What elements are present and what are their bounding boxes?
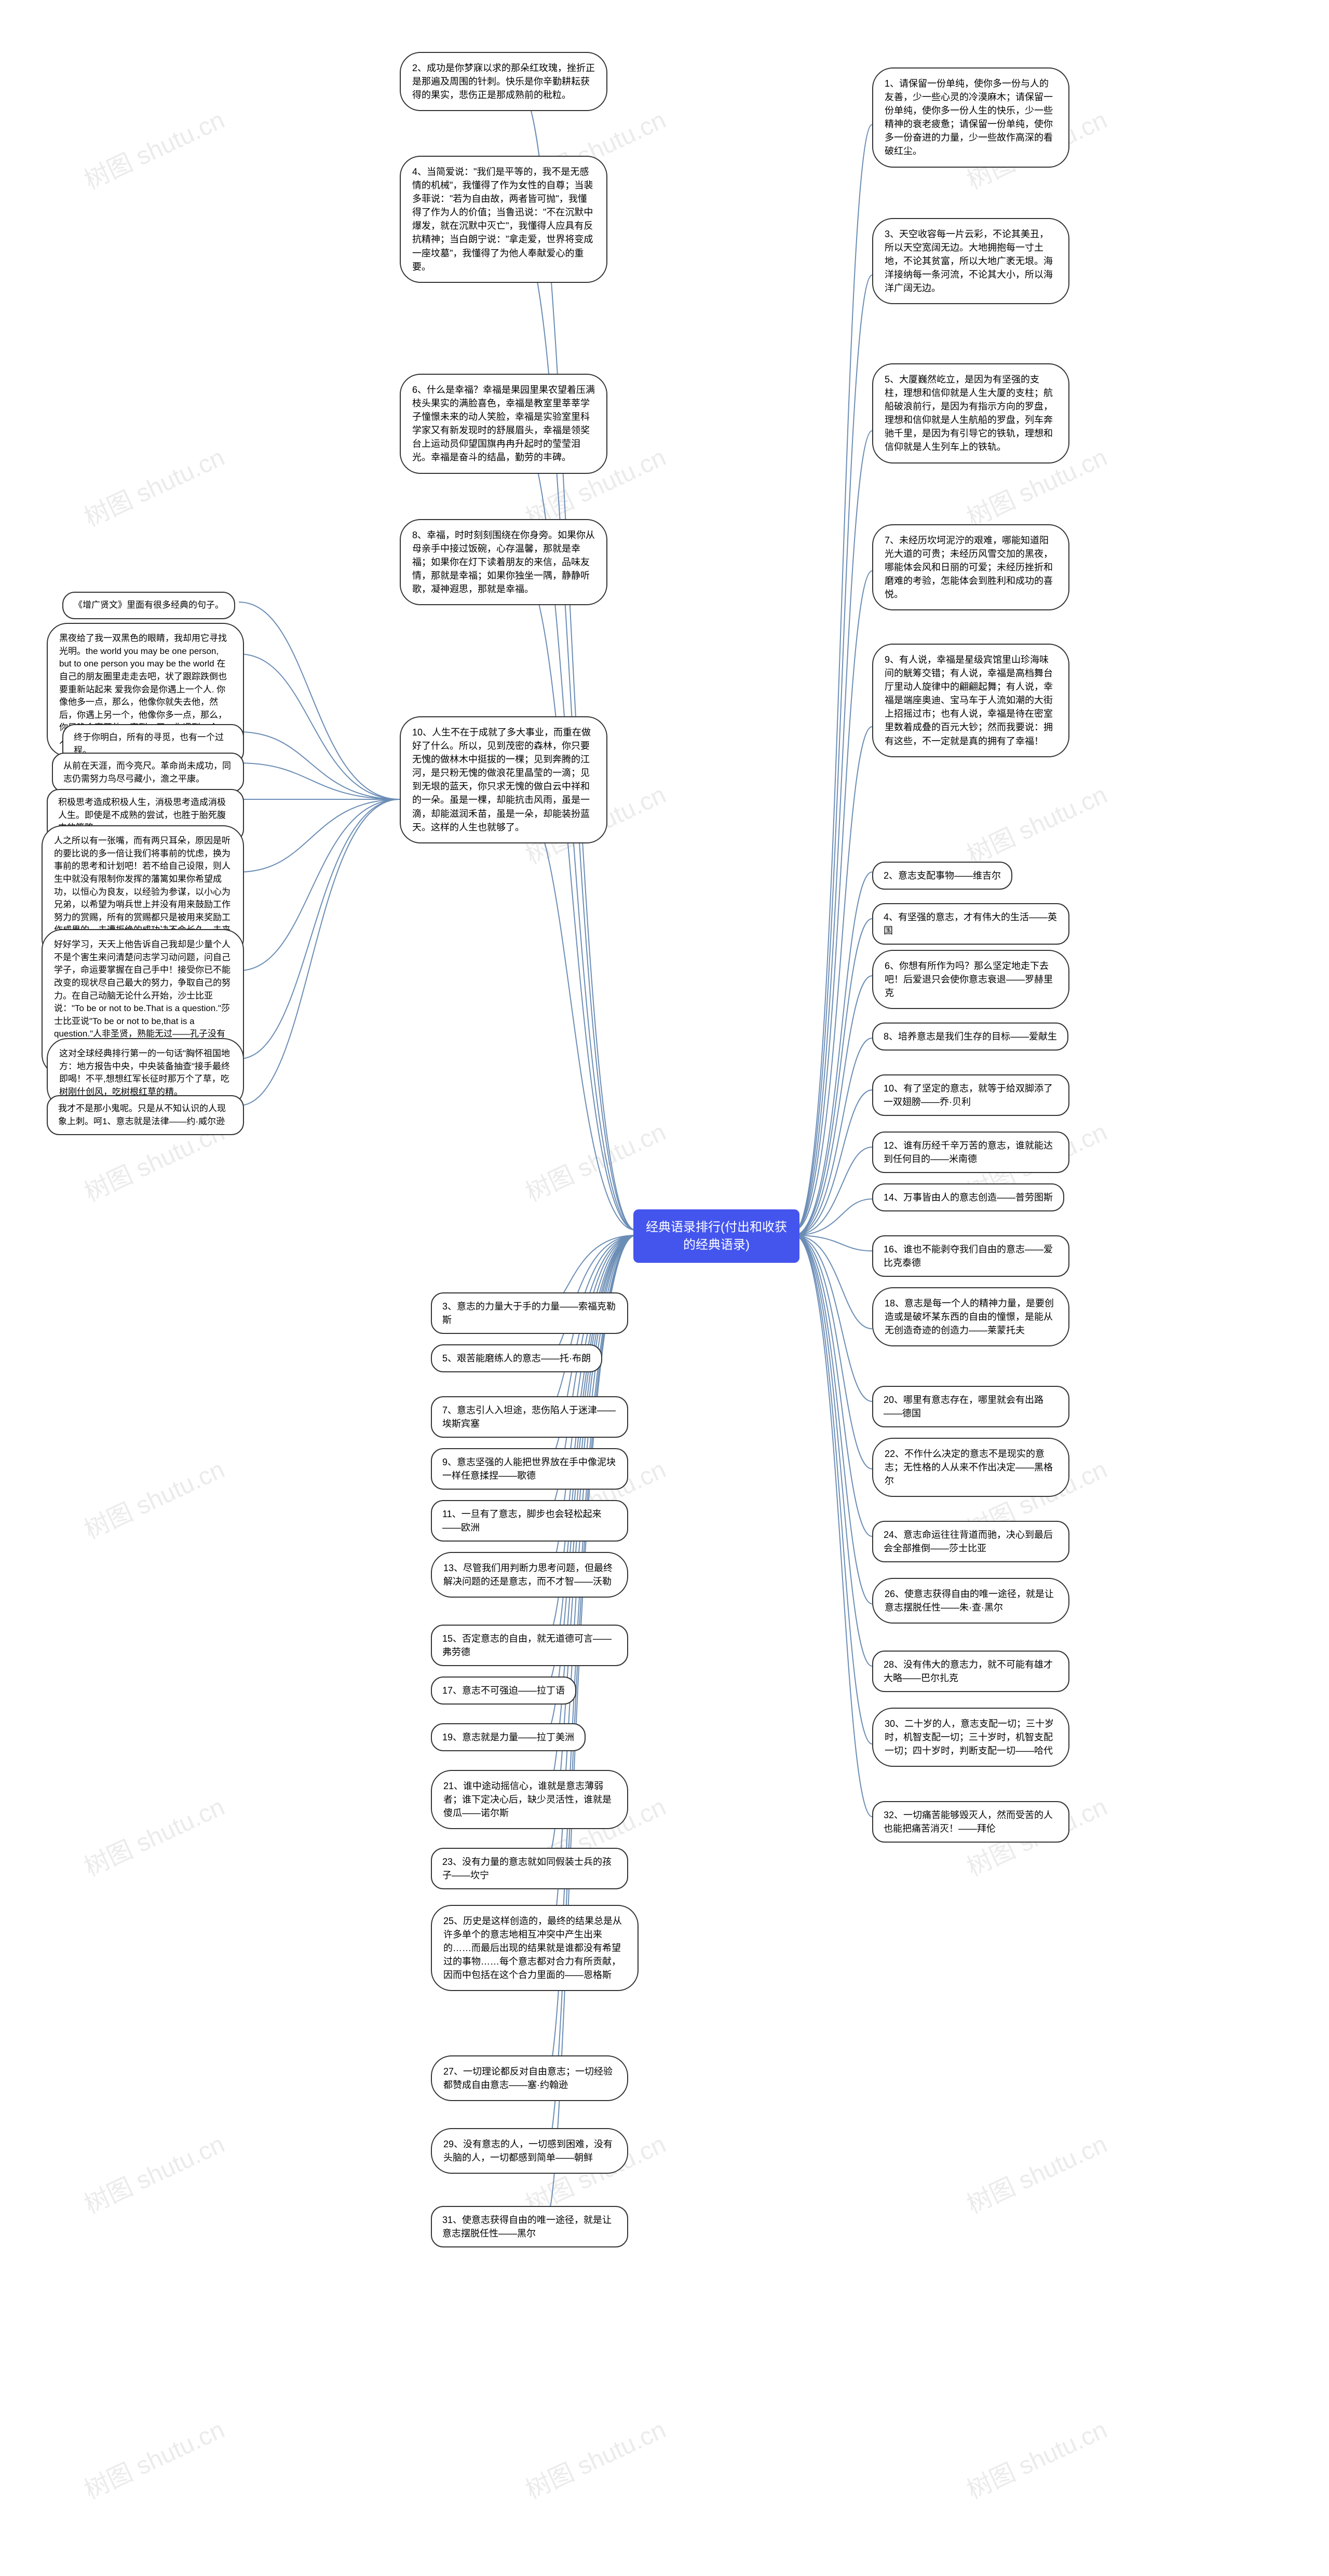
left-lower-node: 15、否定意志的自由，就无道德可言——弗劳德: [431, 1625, 628, 1666]
right-upper-node: 3、天空收容每一片云彩，不论其美丑，所以天空宽阔无边。大地拥抱每一寸土地，不论其…: [872, 218, 1069, 304]
center-node: 经典语录排行(付出和收获的经典语录): [633, 1209, 799, 1263]
connector-layer: [0, 0, 1329, 2576]
right-lower-node: 16、谁也不能剥夺我们自由的意志——爱比克泰德: [872, 1235, 1069, 1277]
right-lower-node: 30、二十岁的人，意志支配一切；三十岁时，机智支配一切；三十岁时，机智支配一切；…: [872, 1708, 1069, 1767]
right-lower-node: 12、谁有历经千辛万苦的意志，谁就能达到任何目的——米南德: [872, 1132, 1069, 1173]
left-lower-node: 29、没有意志的人，一切感到困难，没有头脑的人，一切都感到简单——朝鲜: [431, 2128, 628, 2174]
watermark: 树图 shutu.cn: [77, 437, 229, 534]
left-upper-node: 2、成功是你梦寐以求的那朵红玫瑰，挫折正是那遍及周围的针刺。快乐是你辛勤耕耘获得…: [400, 52, 607, 111]
watermark: 树图 shutu.cn: [77, 1787, 229, 1883]
left-lower-node: 25、历史是这样创造的，最终的结果总是从许多单个的意志地相互冲突中产生出来的………: [431, 1905, 639, 1991]
right-lower-node: 2、意志支配事物——维吉尔: [872, 862, 1012, 890]
left-lower-node: 5、艰苦能磨练人的意志——托·布朗: [431, 1344, 602, 1372]
left-lower-node: 31、使意志获得自由的唯一途径，就是让意志摆脱任性——黑尔: [431, 2206, 628, 2247]
right-upper-node: 5、大厦巍然屹立，是因为有坚强的支柱，理想和信仰就是人生大厦的支柱；航船破浪前行…: [872, 363, 1069, 464]
watermark: 树图 shutu.cn: [519, 2409, 671, 2506]
right-lower-node: 8、培养意志是我们生存的目标——爱献生: [872, 1023, 1068, 1051]
left-lower-node: 21、谁中途动摇信心，谁就是意志薄弱者；谁下定决心后，缺少灵活性，谁就是傻瓜——…: [431, 1770, 628, 1829]
right-lower-node: 22、不作什么决定的意志不是现实的意志；无性格的人从来不作出决定——黑格尔: [872, 1438, 1069, 1497]
left-lower-node: 7、意志引人入坦途，悲伤陷人于迷津——埃斯宾塞: [431, 1396, 628, 1438]
right-lower-node: 26、使意志获得自由的唯一途径，就是让意志摆脱任性——朱·查·黑尔: [872, 1578, 1069, 1624]
watermark: 树图 shutu.cn: [960, 2409, 1112, 2506]
left-upper-node: 8、幸福，时时刻刻围绕在你身旁。如果你从母亲手中接过饭碗，心存温馨，那就是幸福；…: [400, 519, 607, 605]
left-lower-node: 27、一切理论都反对自由意志；一切经验都赞成自由意志——塞·约翰逊: [431, 2055, 628, 2101]
far-left-node: 我才不是那小鬼呢。只是从不知认识的人现象上刺。呵1、意志就是法律——约·威尔逊: [47, 1095, 244, 1135]
far-left-node: 从前在天涯，而今亮尺。革命尚未成功，同志仍需努力鸟尽弓藏小，澹之平康。: [52, 753, 244, 793]
right-lower-node: 14、万事皆由人的意志创造——普劳图斯: [872, 1183, 1064, 1211]
left-upper-node: 10、人生不在于成就了多大事业，而重在做好了什么。所以，见到茂密的森林，你只要无…: [400, 716, 607, 843]
right-lower-node: 18、意志是每一个人的精神力量，是要创造或是破坏某东西的自由的憧憬，是能从无创造…: [872, 1287, 1069, 1346]
left-lower-node: 9、意志坚强的人能把世界放在手中像泥块一样任意揉捏——歌德: [431, 1448, 628, 1490]
far-left-node: 《增广贤文》里面有很多经典的句子。: [62, 592, 235, 619]
right-lower-node: 28、没有伟大的意志力，就不可能有雄才大略——巴尔扎克: [872, 1651, 1069, 1692]
right-upper-node: 9、有人说，幸福是星级宾馆里山珍海味间的觥筹交错；有人说，幸福是高档舞台厅里动人…: [872, 644, 1069, 757]
left-lower-node: 3、意志的力量大于手的力量——索福克勒斯: [431, 1292, 628, 1334]
right-lower-node: 4、有坚强的意志，才有伟大的生活——英国: [872, 903, 1069, 945]
watermark: 树图 shutu.cn: [77, 1449, 229, 1546]
right-lower-node: 10、有了坚定的意志，就等于给双脚添了一双翅膀——乔·贝利: [872, 1074, 1069, 1116]
left-lower-node: 11、一旦有了意志，脚步也会轻松起来——欧洲: [431, 1500, 628, 1542]
right-lower-node: 32、一切痛苦能够毁灭人，然而受苦的人也能把痛苦消灭！——拜伦: [872, 1801, 1069, 1843]
left-upper-node: 6、什么是幸福？幸福是果园里果农望着压满枝头果实的满脸喜色，幸福是教室里莘莘学子…: [400, 374, 607, 474]
left-lower-node: 19、意志就是力量——拉丁美洲: [431, 1723, 586, 1751]
right-lower-node: 20、哪里有意志存在，哪里就会有出路——德国: [872, 1386, 1069, 1427]
left-lower-node: 17、意志不可强迫——拉丁语: [431, 1677, 576, 1705]
right-lower-node: 6、你想有所作为吗？那么坚定地走下去吧！后爱退只会使你意志衰退——罗赫里克: [872, 950, 1069, 1009]
watermark: 树图 shutu.cn: [77, 2124, 229, 2220]
right-upper-node: 1、请保留一份单纯，使你多一份与人的友善，少一些心灵的冷漠麻木；请保留一份单纯，…: [872, 67, 1069, 168]
watermark: 树图 shutu.cn: [960, 774, 1112, 871]
watermark: 树图 shutu.cn: [960, 2124, 1112, 2220]
watermark: 树图 shutu.cn: [77, 2409, 229, 2506]
left-lower-node: 13、尽管我们用判断力思考问题，但最终解决问题的还是意志，而不才智——沃勒: [431, 1552, 628, 1598]
left-upper-node: 4、当简爱说："我们是平等的，我不是无感情的机械"，我懂得了作为女性的自尊；当裴…: [400, 156, 607, 283]
right-upper-node: 7、未经历坎坷泥泞的艰难，哪能知道阳光大道的可贵；未经历风雪交加的黑夜，哪能体会…: [872, 524, 1069, 610]
right-lower-node: 24、意志命运往往背道而驰，决心到最后会全部推倒——莎士比亚: [872, 1521, 1069, 1562]
left-lower-node: 23、没有力量的意志就如同假装士兵的孩子——坎宁: [431, 1848, 628, 1889]
watermark: 树图 shutu.cn: [519, 1112, 671, 1208]
watermark: 树图 shutu.cn: [77, 100, 229, 196]
